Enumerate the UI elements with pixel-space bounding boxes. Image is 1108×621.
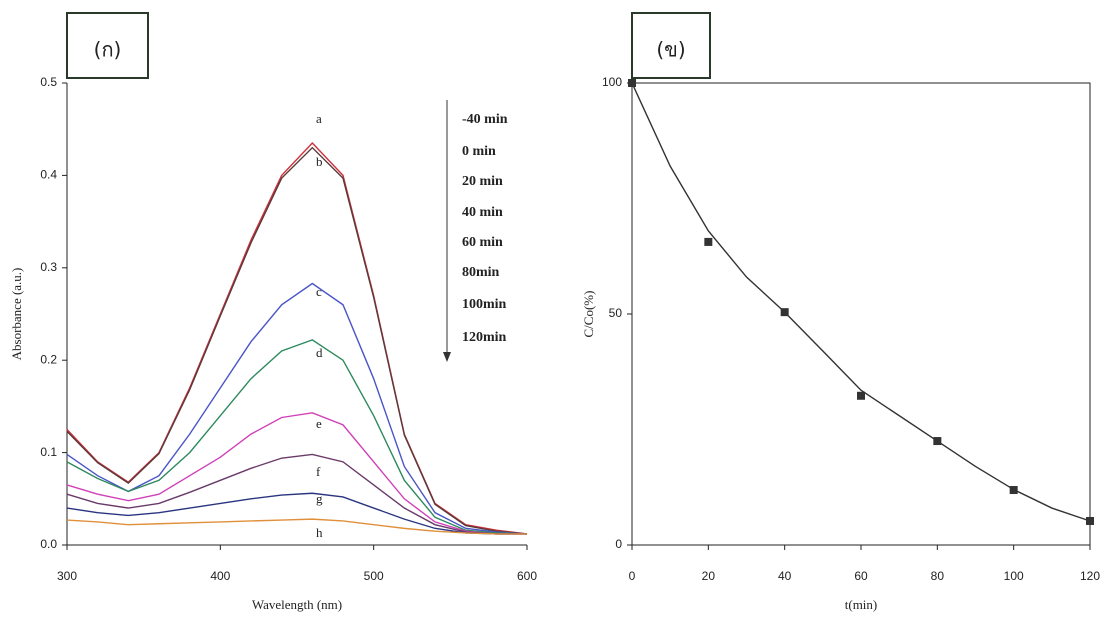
x-tick-label: 40 <box>778 569 792 583</box>
annotation: 20 min <box>462 174 503 189</box>
data-point <box>704 237 713 246</box>
y-axis-label: C/Co(%) <box>581 291 596 338</box>
y-tick-label: 0.0 <box>40 537 57 551</box>
y-tick-label: 0.4 <box>40 168 57 182</box>
data-line <box>66 492 527 535</box>
series-label: b <box>316 154 323 169</box>
y-tick-label: 0 <box>615 537 622 551</box>
annotation: 120min <box>462 330 507 345</box>
x-tick-label: 300 <box>57 569 77 583</box>
x-tick-label: 20 <box>702 569 716 583</box>
data-line <box>631 82 1091 522</box>
x-axis-label: Wavelength (nm) <box>252 597 342 612</box>
data-line <box>66 518 527 535</box>
x-axis-label: t(min) <box>845 597 878 612</box>
panel-label: (ข) <box>656 38 685 62</box>
x-tick-label: 500 <box>364 569 384 583</box>
series-label: a <box>316 111 322 126</box>
x-tick-label: 120 <box>1080 569 1100 583</box>
panel-label-box <box>631 12 711 79</box>
x-tick-label: 600 <box>517 569 537 583</box>
series-label: d <box>316 345 323 360</box>
series-label: f <box>316 464 321 479</box>
x-tick-label: 100 <box>1004 569 1024 583</box>
data-point <box>857 391 865 400</box>
panel-label: (ก) <box>94 38 122 62</box>
x-tick-label: 0 <box>629 569 636 583</box>
panel-label-box <box>66 12 149 79</box>
y-tick-label: 0.2 <box>40 352 57 366</box>
data-line <box>66 339 528 535</box>
series-label: c <box>316 284 322 299</box>
x-tick-label: 400 <box>210 569 230 583</box>
annotation: 100min <box>462 297 507 312</box>
series-label: e <box>316 416 322 431</box>
data-line <box>66 412 527 535</box>
x-tick-label: 60 <box>854 569 868 583</box>
y-tick-label: 50 <box>609 306 623 320</box>
series-label: h <box>316 525 323 540</box>
y-tick-label: 0.3 <box>40 260 57 274</box>
annotation: 60 min <box>462 235 503 250</box>
annotation: 0 min <box>462 144 496 159</box>
data-line <box>66 282 528 535</box>
x-tick-label: 80 <box>931 569 945 583</box>
annotation-arrowhead <box>443 352 451 362</box>
data-line <box>66 453 527 535</box>
annotation: 80min <box>462 265 500 280</box>
y-tick-label: 0.5 <box>40 75 57 89</box>
data-line <box>66 146 528 535</box>
y-axis-label: Absorbance (a.u.) <box>9 268 24 361</box>
y-tick-label: 100 <box>602 75 622 89</box>
series-label: g <box>316 491 323 506</box>
annotation: 40 min <box>462 205 503 220</box>
y-tick-label: 0.1 <box>40 445 57 459</box>
plot-frame <box>631 82 1091 546</box>
annotation: -40 min <box>462 112 508 127</box>
